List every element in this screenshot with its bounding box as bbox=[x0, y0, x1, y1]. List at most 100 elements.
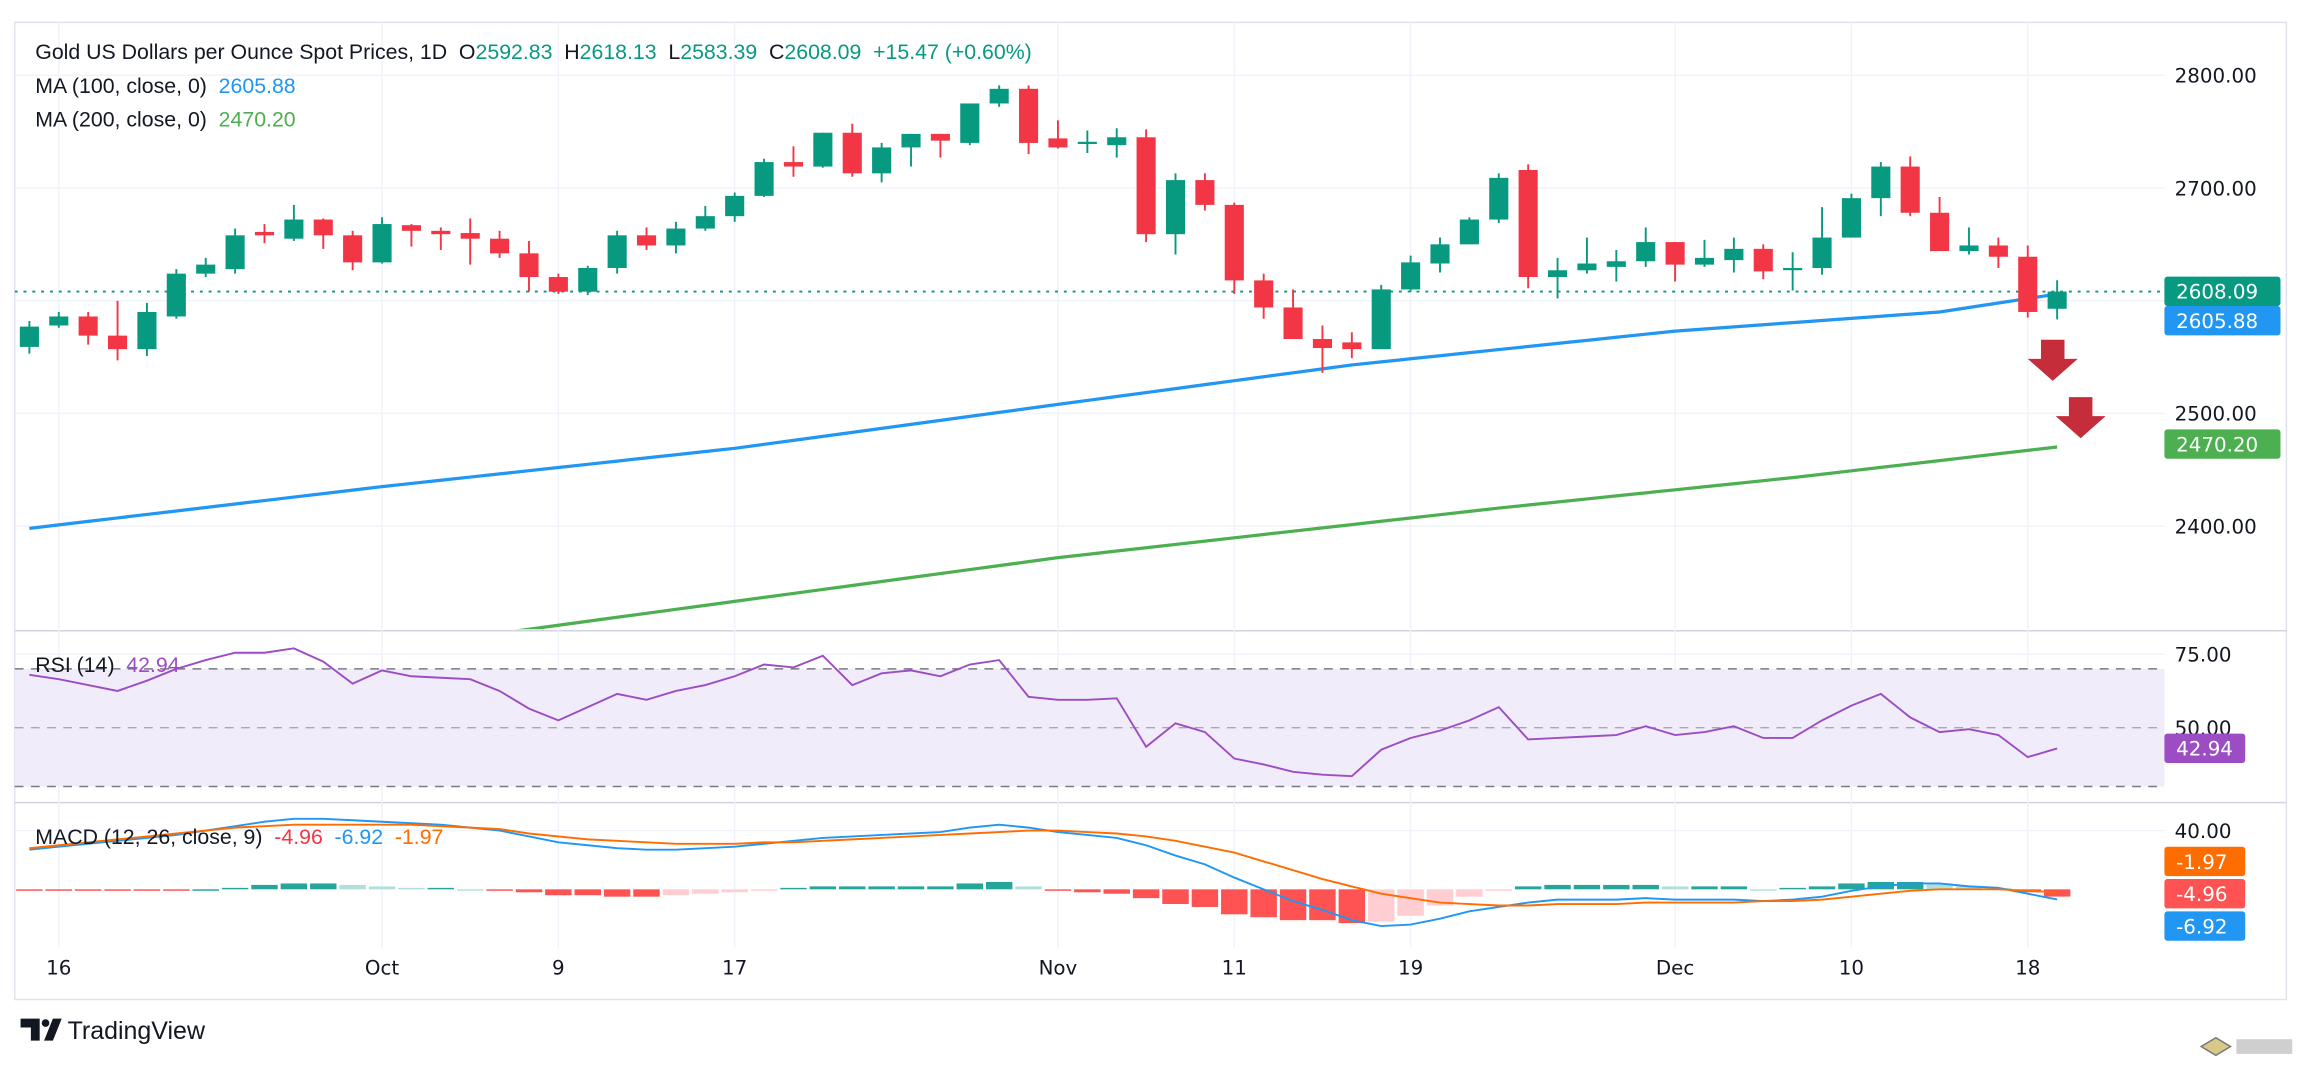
candle[interactable] bbox=[666, 221, 686, 254]
candle[interactable] bbox=[1930, 197, 1950, 252]
candle[interactable] bbox=[1430, 237, 1450, 273]
candle[interactable] bbox=[754, 158, 774, 198]
candle[interactable] bbox=[607, 230, 627, 274]
candle-body bbox=[2018, 256, 2038, 312]
candle[interactable] bbox=[1048, 120, 1068, 149]
candle[interactable] bbox=[1459, 217, 1479, 245]
price-axis-label: 2400.00 bbox=[2175, 515, 2257, 538]
candle[interactable] bbox=[137, 302, 157, 356]
candle[interactable] bbox=[2018, 245, 2038, 318]
candle[interactable] bbox=[1165, 173, 1186, 255]
candle[interactable] bbox=[372, 217, 392, 264]
candle[interactable] bbox=[1312, 325, 1332, 373]
macd-histogram-bar bbox=[1720, 886, 1748, 890]
candle[interactable] bbox=[1900, 156, 1920, 217]
candle[interactable] bbox=[49, 311, 69, 328]
macd-histogram-bar bbox=[750, 889, 778, 891]
candle[interactable] bbox=[284, 204, 304, 241]
down-arrow-icon bbox=[2055, 397, 2106, 439]
candle[interactable] bbox=[1401, 255, 1421, 292]
time-axis[interactable]: 16 Oct 9 17 Nov 11 19 Dec 10 18 bbox=[46, 957, 2040, 980]
candle[interactable] bbox=[1783, 252, 1803, 291]
candle[interactable] bbox=[901, 133, 921, 167]
candle[interactable] bbox=[519, 240, 539, 292]
candle[interactable] bbox=[1724, 237, 1744, 273]
candle[interactable] bbox=[1195, 173, 1215, 211]
candle[interactable] bbox=[225, 228, 245, 274]
candle[interactable] bbox=[1812, 207, 1832, 275]
ma100-legend[interactable]: MA (100, close, 0) 2605.88 bbox=[35, 74, 295, 98]
candle-body bbox=[313, 219, 333, 236]
candle[interactable] bbox=[1371, 284, 1391, 350]
candle[interactable] bbox=[490, 230, 510, 258]
macd-legend[interactable]: MACD (12, 26, close, 9) -4.96 -6.92 -1.97 bbox=[35, 825, 443, 849]
rsi-pane[interactable] bbox=[29, 647, 2058, 778]
candle[interactable] bbox=[1077, 130, 1097, 154]
candle[interactable] bbox=[1988, 237, 2008, 269]
candle[interactable] bbox=[166, 269, 186, 319]
price-axis-label: 2700.00 bbox=[2175, 177, 2257, 200]
candle-body bbox=[1312, 339, 1332, 349]
candle[interactable] bbox=[989, 85, 1009, 107]
ma200-legend[interactable]: MA (200, close, 0) 2470.20 bbox=[35, 108, 296, 132]
candle[interactable] bbox=[313, 218, 333, 249]
candle[interactable] bbox=[1019, 85, 1039, 155]
candle[interactable] bbox=[1136, 129, 1156, 243]
candle-body bbox=[872, 147, 892, 174]
candle[interactable] bbox=[254, 224, 275, 244]
candle[interactable] bbox=[960, 103, 980, 146]
candle[interactable] bbox=[343, 230, 363, 271]
candle[interactable] bbox=[1254, 273, 1274, 319]
candle[interactable] bbox=[578, 265, 598, 296]
macd-pane[interactable] bbox=[16, 817, 2071, 928]
candle[interactable] bbox=[196, 257, 216, 278]
svg-text:42.94: 42.94 bbox=[2176, 738, 2233, 761]
candle[interactable] bbox=[930, 133, 950, 158]
candle[interactable] bbox=[1107, 128, 1127, 158]
candle[interactable] bbox=[783, 146, 804, 177]
candle[interactable] bbox=[1283, 289, 1303, 340]
price-pane[interactable] bbox=[14, 85, 2165, 681]
candle[interactable] bbox=[1959, 227, 1979, 255]
candle[interactable] bbox=[19, 320, 39, 354]
candle[interactable] bbox=[1489, 173, 1509, 223]
tradingview-logo[interactable]: TradingView bbox=[20, 1017, 206, 1045]
candle[interactable] bbox=[1577, 237, 1597, 274]
candle[interactable] bbox=[872, 142, 892, 183]
candle[interactable] bbox=[1665, 242, 1685, 282]
candle[interactable] bbox=[1606, 249, 1626, 282]
macd-histogram-bar bbox=[1338, 889, 1366, 924]
macd-signal-badge: -1.97 bbox=[2164, 846, 2246, 877]
candle[interactable] bbox=[108, 300, 128, 361]
candle[interactable] bbox=[431, 227, 451, 250]
candle-body bbox=[137, 311, 157, 350]
high-label: H bbox=[564, 40, 579, 64]
candle[interactable] bbox=[695, 206, 715, 231]
candle[interactable] bbox=[460, 218, 480, 265]
macd-histogram-bar bbox=[192, 889, 219, 891]
candle[interactable] bbox=[1224, 202, 1244, 294]
candle[interactable] bbox=[1753, 244, 1773, 280]
candle[interactable] bbox=[2047, 280, 2067, 320]
price-axis[interactable]: 2800.00 2700.00 2500.00 2400.00 bbox=[2175, 65, 2257, 539]
candle[interactable] bbox=[1548, 257, 1568, 299]
macd-histogram-bar bbox=[1191, 889, 1219, 907]
candle-body bbox=[1019, 88, 1039, 143]
candle[interactable] bbox=[842, 123, 862, 177]
candle[interactable] bbox=[548, 273, 568, 294]
time-axis-label: 19 bbox=[1398, 957, 1423, 980]
candle[interactable] bbox=[401, 224, 421, 247]
chart-frame bbox=[13, 21, 2288, 1001]
candle[interactable] bbox=[1871, 162, 1891, 217]
candle[interactable] bbox=[1518, 164, 1538, 289]
candle[interactable] bbox=[1841, 193, 1861, 238]
candle[interactable] bbox=[725, 192, 745, 222]
candle[interactable] bbox=[1636, 227, 1656, 267]
candle[interactable] bbox=[1694, 239, 1715, 267]
candle[interactable] bbox=[78, 311, 98, 345]
rsi-legend[interactable]: RSI (14) 42.94 bbox=[35, 653, 180, 677]
candle[interactable] bbox=[1342, 332, 1362, 359]
candle[interactable] bbox=[813, 132, 833, 168]
candle[interactable] bbox=[636, 227, 657, 250]
